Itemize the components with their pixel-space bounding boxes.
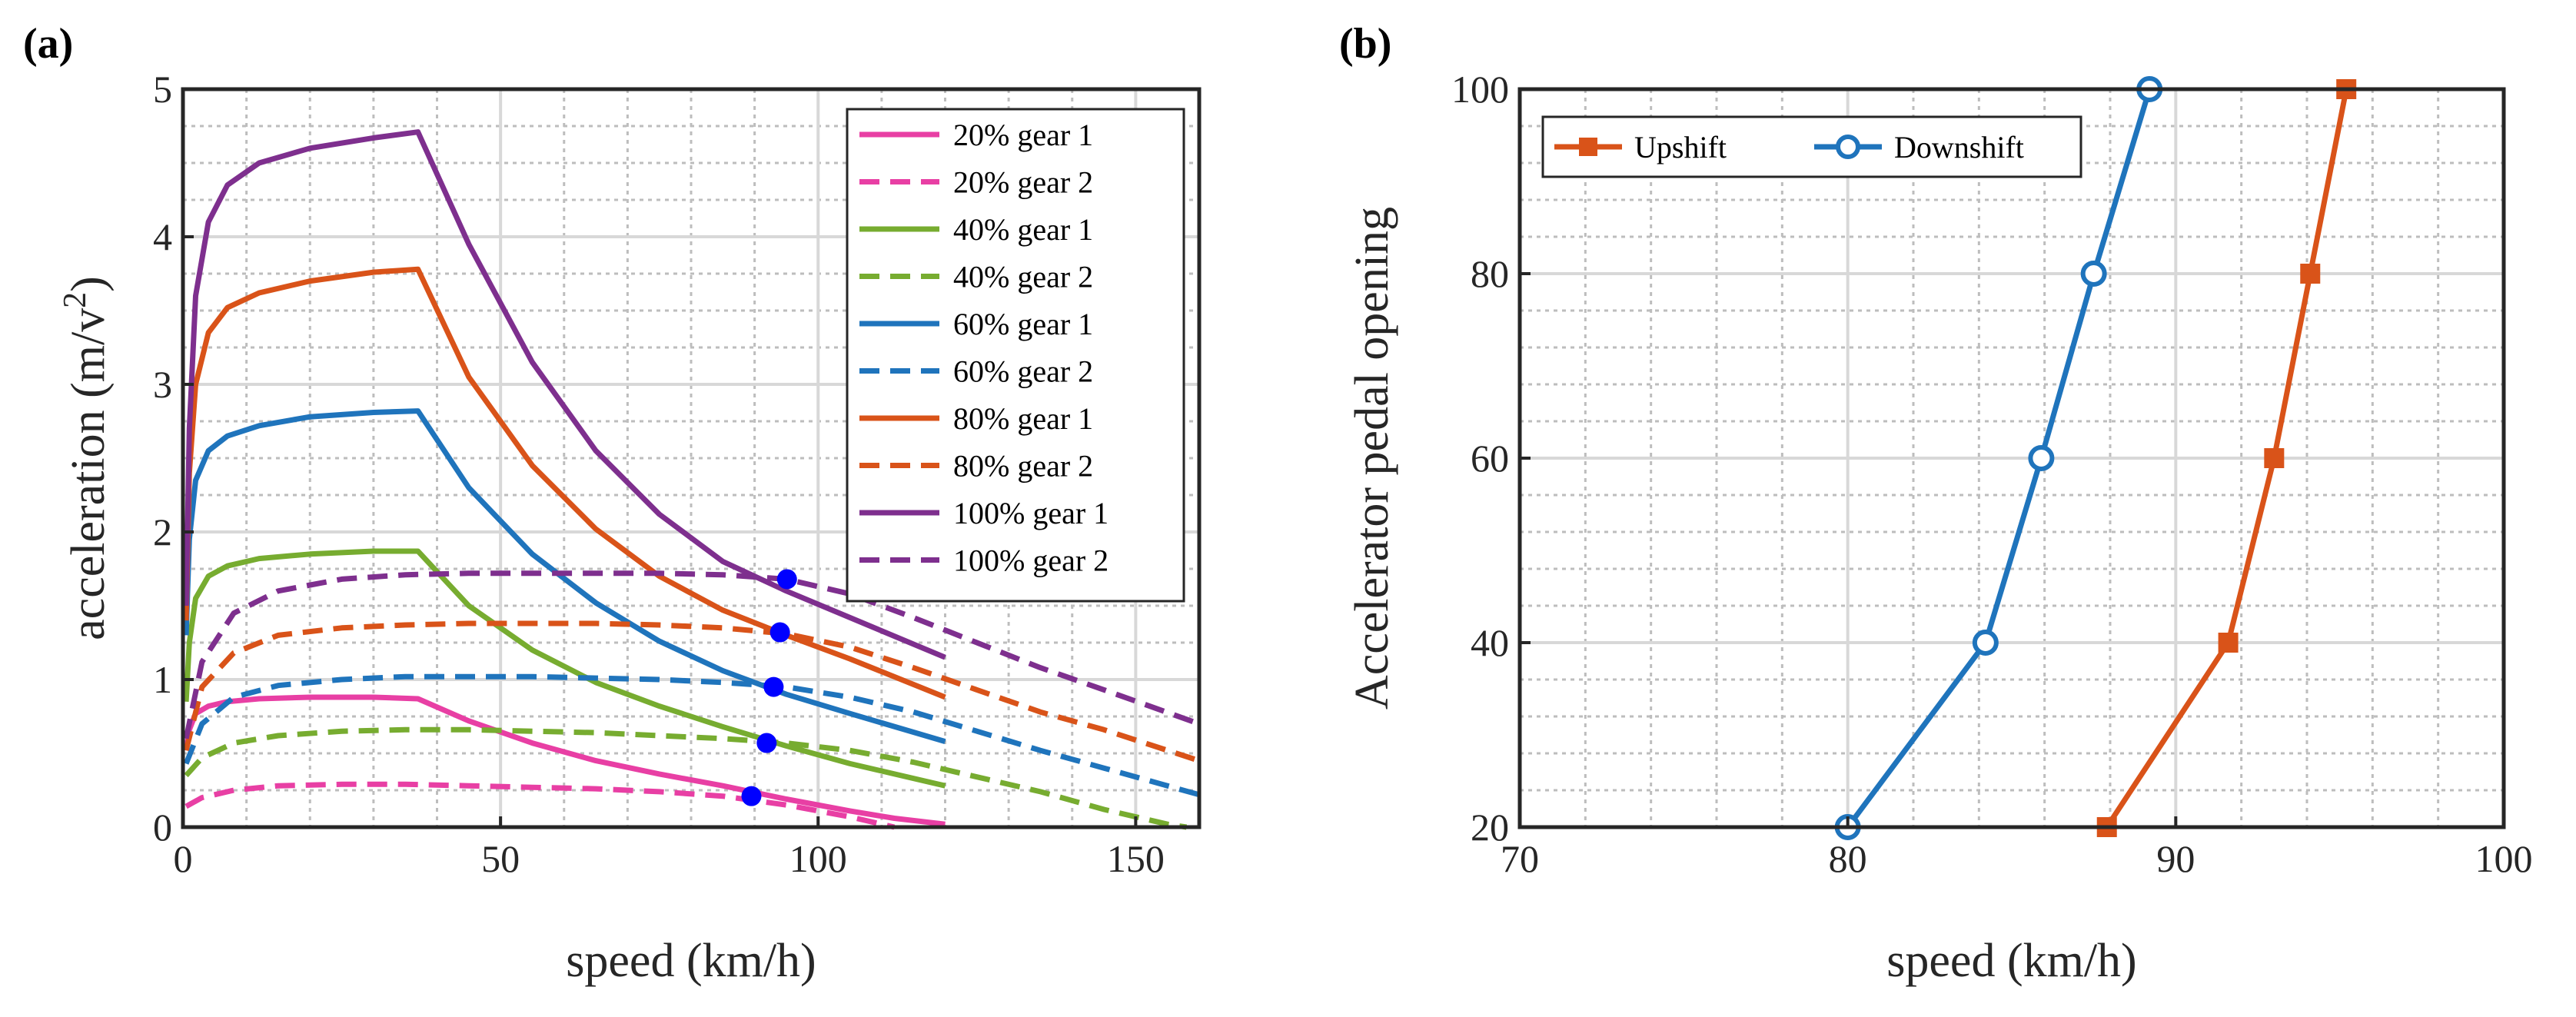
panel-b: (b) 70 80 90 100 20 40 60 80 100 speed (km/h) Ac… [1339, 20, 2533, 987]
legend-label-100pct-gear-1: 100% gear 1 [953, 496, 1109, 530]
marker-downshift [2028, 445, 2055, 471]
series-line-80pct-gear-1 [183, 266, 946, 700]
panel-a-series [183, 129, 1201, 830]
panel-a-legend: 20% gear 1 20% gear 2 40% gear 1 40% gear 2… [846, 108, 1185, 603]
shift-point [763, 676, 784, 697]
legend-label-20pct-gear-2: 20% gear 2 [953, 165, 1093, 200]
shift-point [776, 569, 797, 590]
legend-label-60pct-gear-1: 60% gear 1 [953, 307, 1093, 341]
y-tick-label: 100 [1451, 68, 1509, 111]
series-line-20pct-gear-1 [183, 694, 946, 827]
legend-label-upshift: Upshift [1634, 130, 1727, 165]
shift-point [756, 733, 777, 753]
y-tick-label: 2 [153, 510, 172, 553]
series-line-40pct-gear-2 [184, 726, 1188, 830]
legend-label-20pct-gear-1: 20% gear 1 [953, 118, 1093, 152]
panel-a-ylabel-tail: ) [62, 276, 115, 292]
series-line-40pct-gear-1 [183, 548, 946, 789]
legend-marker-upshift [1579, 138, 1597, 156]
legend-label-40pct-gear-1: 40% gear 1 [953, 212, 1093, 247]
panel-a-label: (a) [23, 20, 73, 68]
x-tick-label: 150 [1107, 837, 1165, 880]
panel-b-legend: Upshift Downshift [1541, 115, 2082, 178]
panel-a-ylabel: acceleration (m/v2) [58, 276, 115, 640]
x-tick-label: 100 [2475, 837, 2533, 880]
marker-upshift [2300, 264, 2321, 284]
x-tick-label: 0 [174, 837, 193, 880]
panel-b-legend-box [1541, 115, 2082, 178]
panel-b-xlabel: speed (km/h) [1886, 935, 2136, 987]
legend-label-40pct-gear-2: 40% gear 2 [953, 260, 1093, 294]
legend-marker-downshift [1836, 135, 1860, 159]
y-tick-label: 80 [1471, 252, 1509, 295]
x-tick-label: 50 [481, 837, 520, 880]
x-tick-label: 80 [1829, 837, 1867, 880]
shift-point [769, 622, 790, 643]
y-tick-label: 1 [153, 658, 172, 701]
panel-b-label: (b) [1339, 20, 1391, 68]
marker-downshift [2080, 261, 2107, 287]
legend-label-downshift: Downshift [1894, 130, 2024, 165]
panel-a-legend-box [846, 108, 1185, 603]
panel-a-xlabel: speed (km/h) [566, 935, 816, 987]
y-tick-label: 40 [1471, 621, 1509, 664]
panel-a: (a) 0 50 100 150 0 1 2 3 4 5 speed (km/h) acceler… [23, 20, 1202, 987]
legend-label-100pct-gear-2: 100% gear 2 [953, 543, 1109, 578]
panel-a-ticks: 0 50 100 150 0 1 2 3 4 5 [153, 68, 1165, 880]
series-line-60pct-gear-2 [183, 673, 1200, 798]
series-line-60pct-gear-1 [183, 408, 946, 744]
x-tick-label: 70 [1501, 837, 1539, 880]
y-tick-label: 5 [153, 68, 172, 111]
panel-a-ylabel-main: acceleration (m/v [62, 308, 115, 640]
y-tick-label: 4 [153, 215, 172, 258]
legend-label-80pct-gear-1: 80% gear 1 [953, 401, 1093, 436]
y-tick-label: 3 [153, 363, 172, 406]
marker-upshift [2218, 633, 2239, 653]
x-tick-label: 100 [789, 837, 847, 880]
x-tick-label: 90 [2156, 837, 2195, 880]
shift-point [741, 786, 762, 806]
series-line-20pct-gear-2 [184, 781, 896, 830]
y-tick-label: 0 [153, 806, 172, 849]
series-line-100pct-gear-2 [183, 570, 1201, 739]
series-line-100pct-gear-1 [183, 129, 946, 660]
panel-b-ylabel: Accelerator pedal opening [1346, 207, 1398, 710]
panel-a-ylabel-sup: 2 [58, 292, 93, 308]
panel-a-shift-points [741, 569, 797, 806]
y-tick-label: 60 [1471, 437, 1509, 480]
legend-label-80pct-gear-2: 80% gear 2 [953, 449, 1093, 484]
legend-label-60pct-gear-2: 60% gear 2 [953, 354, 1093, 389]
panel-b-ticks: 70 80 90 100 20 40 60 80 100 [1451, 68, 2533, 880]
marker-downshift [1972, 630, 1999, 656]
panel-a-axes-box [181, 87, 1202, 829]
y-tick-label: 20 [1471, 806, 1509, 849]
series-line-80pct-gear-2 [183, 620, 1201, 763]
marker-upshift [2264, 448, 2285, 468]
